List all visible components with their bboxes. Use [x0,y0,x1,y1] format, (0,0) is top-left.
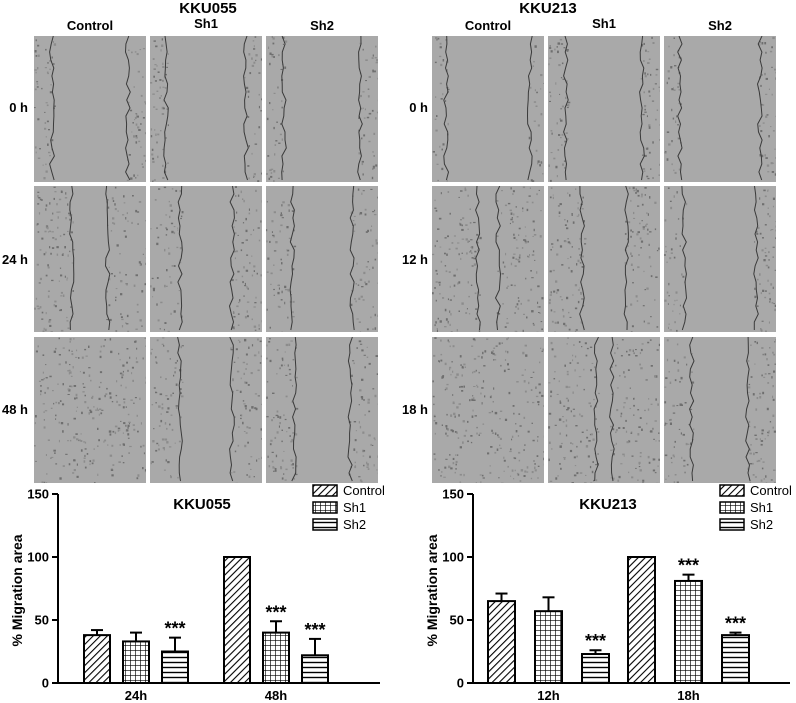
kku055-bar-48h-sh1 [262,631,290,684]
kku055-ytick-label-150: 150 [27,487,49,502]
left-col-label-sh2: Sh2 [310,18,334,33]
kku055-legend-label-sh2: Sh2 [343,517,366,532]
kku055-micrograph-r0-sh2 [266,36,378,182]
kku055-ytick-label-0: 0 [42,676,49,691]
kku055-micrograph-r1-control [34,186,146,332]
kku055-ytick-label-100: 100 [27,550,49,565]
kku055-legend-swatch-sh1 [312,501,338,514]
kku213-xtick-label-18h: 18h [677,688,699,703]
kku213-significance-12h-sh2: *** [585,631,606,651]
kku213-bar-18h-control [627,556,656,684]
kku055-bar-48h-control [223,556,251,684]
kku213-bar-12h-control [487,600,516,684]
kku213-xtick-label-12h: 12h [537,688,559,703]
kku055-significance-48h-sh1: *** [265,602,286,622]
right-row-label-0h: 0 h [409,100,428,115]
kku213-micrograph-r0-sh1 [548,36,660,182]
kku055-bar-24h-sh1 [122,640,150,684]
right-row-label-18h: 18 h [401,402,428,417]
kku213-legend-label-control: Control [750,483,792,498]
right-panel-title: KKU213 [519,0,577,17]
kku055-legend-label-sh1: Sh1 [343,500,366,515]
left-row-label-24h: 24 h [1,252,28,267]
kku213-bar-18h-sh1 [674,579,703,684]
kku055-significance-24h-sh2: *** [164,619,185,639]
kku213-micrograph-r2-sh2 [664,337,776,483]
kku055-xtick-label-48h: 48h [265,688,287,703]
kku055-xtick-label-24h: 24h [125,688,147,703]
kku213-legend-label-sh1: Sh1 [750,500,773,515]
kku213-ytick-label-100: 100 [442,550,464,565]
kku213-legend-swatch-control [719,484,745,497]
left-row-label-48h: 48 h [1,402,28,417]
kku213-significance-18h-sh1: *** [678,556,699,576]
kku213-ytick-label-0: 0 [457,676,464,691]
right-col-label-sh1: Sh1 [592,16,616,31]
kku055-legend-swatch-control [312,484,338,497]
right-row-label-12h: 12 h [401,252,428,267]
kku055-micrograph-r2-control [34,337,146,483]
kku055-ylabel: % Migration area [9,534,25,646]
left-row-label-0h: 0 h [9,100,28,115]
kku055-legend-label-control: Control [343,483,385,498]
kku213-legend-swatch-sh2 [719,518,745,531]
kku055-bar-24h-sh2 [161,650,189,684]
kku213-bar-12h-sh1 [534,610,563,684]
kku055-micrograph-r0-sh1 [150,36,262,182]
kku213-legend-label-sh2: Sh2 [750,517,773,532]
kku055-micrograph-r0-control [34,36,146,182]
left-col-label-sh1: Sh1 [194,16,218,31]
right-col-label-control: Control [464,18,512,33]
kku055-ytick-label-50: 50 [35,613,49,628]
kku055-micrograph-r1-sh1 [150,186,262,332]
kku213-ytick-label-50: 50 [450,613,464,628]
kku213-bar-12h-sh2 [581,653,610,685]
kku213-micrograph-r1-sh2 [664,186,776,332]
kku213-ylabel: % Migration area [424,534,440,646]
kku213-micrograph-r1-control [432,186,544,332]
kku213-bar-18h-sh2 [721,634,750,684]
kku055-micrograph-r2-sh1 [150,337,262,483]
kku213-significance-18h-sh2: *** [725,614,746,634]
kku055-legend-swatch-sh2 [312,518,338,531]
kku055-bar-24h-control [83,634,111,684]
kku055-significance-48h-sh2: *** [304,620,325,640]
kku055-chart-title: KKU055 [173,496,231,513]
kku213-micrograph-r0-control [432,36,544,182]
kku213-micrograph-r2-control [432,337,544,483]
kku213-ytick-label-150: 150 [442,487,464,502]
left-col-label-control: Control [66,18,114,33]
right-col-label-sh2: Sh2 [708,18,732,33]
kku213-chart-title: KKU213 [579,496,637,513]
kku213-micrograph-r0-sh2 [664,36,776,182]
kku055-micrograph-r2-sh2 [266,337,378,483]
kku213-micrograph-r1-sh1 [548,186,660,332]
kku213-micrograph-r2-sh1 [548,337,660,483]
kku055-bar-48h-sh2 [301,654,329,685]
kku213-legend-swatch-sh1 [719,501,745,514]
kku055-micrograph-r1-sh2 [266,186,378,332]
left-panel-title: KKU055 [179,0,237,17]
